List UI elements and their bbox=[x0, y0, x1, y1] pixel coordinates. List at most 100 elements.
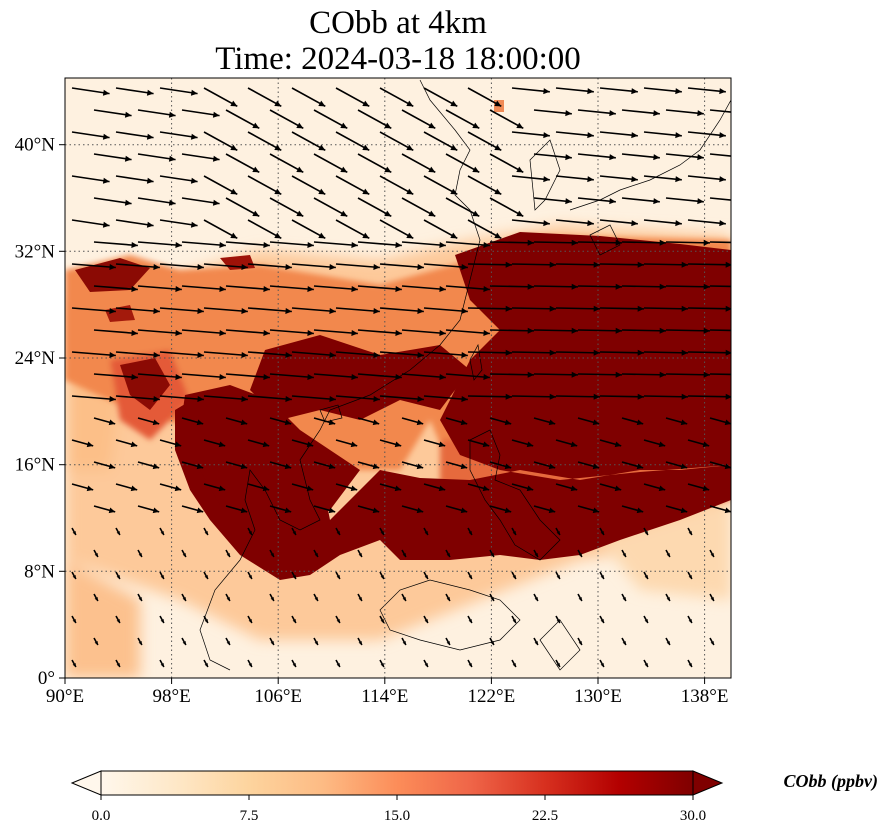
wind-arrow-head bbox=[212, 199, 220, 206]
x-tick-label: 138°E bbox=[681, 686, 729, 707]
wind-arrow-head bbox=[175, 241, 182, 249]
wind-arrow-shaft bbox=[687, 351, 731, 354]
wind-arrow-head bbox=[446, 596, 450, 601]
wind-arrow-shaft bbox=[467, 175, 502, 196]
wind-arrow-head bbox=[241, 307, 248, 315]
wind-arrow-head bbox=[600, 662, 604, 667]
wind-arrow-head bbox=[719, 132, 726, 139]
wind-arrow-shaft bbox=[357, 153, 392, 174]
wind-arrow-head bbox=[416, 463, 424, 470]
wind-arrow-shaft bbox=[687, 175, 726, 181]
wind-arrow-shaft bbox=[313, 241, 358, 247]
wind-arrow-head bbox=[438, 441, 446, 448]
wind-arrow-head bbox=[406, 144, 414, 151]
wind-arrow-shaft bbox=[71, 131, 110, 139]
wind-arrow-shaft bbox=[71, 219, 110, 227]
colorbar-gradient bbox=[100, 770, 694, 796]
wind-arrow-head bbox=[351, 285, 358, 293]
wind-arrow-shaft bbox=[181, 329, 226, 335]
wind-arrow-head bbox=[351, 329, 358, 337]
x-tick-label: 98°E bbox=[152, 686, 190, 707]
wind-arrow-shaft bbox=[291, 87, 326, 108]
wind-arrow-shaft bbox=[445, 241, 490, 247]
wind-arrow-shaft bbox=[599, 131, 638, 137]
wind-arrow-head bbox=[196, 507, 204, 514]
wind-arrow-head bbox=[504, 507, 512, 514]
wind-arrow-shaft bbox=[709, 285, 731, 288]
wind-arrow-head bbox=[516, 166, 524, 173]
wind-arrow-shaft bbox=[687, 219, 726, 225]
wind-arrow-head bbox=[450, 232, 458, 239]
wind-arrow-head bbox=[263, 241, 270, 249]
wind-arrow-head bbox=[424, 618, 428, 623]
wind-arrow-shaft bbox=[709, 241, 731, 244]
wind-arrow-shaft bbox=[467, 219, 502, 240]
wind-arrow-head bbox=[417, 307, 424, 315]
wind-arrow-shaft bbox=[247, 87, 282, 108]
wind-arrow-head bbox=[622, 640, 626, 645]
wind-arrow-head bbox=[543, 88, 550, 95]
wind-arrow-head bbox=[600, 574, 604, 579]
wind-arrow-head bbox=[571, 371, 578, 378]
wind-arrow-shaft bbox=[93, 241, 138, 247]
wind-arrow-head bbox=[270, 596, 274, 601]
wind-arrow-head bbox=[681, 261, 688, 268]
wind-arrow-head bbox=[380, 574, 384, 579]
wind-arrow-head bbox=[336, 662, 340, 667]
wind-arrow-shaft bbox=[577, 153, 616, 159]
wind-arrow-head bbox=[219, 241, 226, 249]
colorbar: 0.0 7.5 15.0 22.5 30.0 CObb (ppbv) bbox=[70, 770, 878, 824]
wind-arrow-shaft bbox=[159, 307, 204, 313]
wind-arrow-head bbox=[124, 155, 132, 162]
wind-arrow-head bbox=[703, 239, 710, 246]
wind-arrow-head bbox=[512, 618, 516, 623]
wind-arrow-shaft bbox=[533, 153, 572, 159]
wind-arrow-head bbox=[724, 463, 731, 470]
wind-arrow-shaft bbox=[511, 219, 550, 225]
wind-arrow-head bbox=[636, 419, 644, 426]
wind-arrow-shaft bbox=[313, 373, 358, 379]
wind-arrow-shaft bbox=[621, 197, 660, 203]
wind-arrow-shaft bbox=[533, 197, 572, 203]
wind-arrow-head bbox=[578, 596, 582, 601]
wind-arrow-shaft bbox=[709, 373, 731, 376]
wind-arrow-head bbox=[108, 507, 116, 514]
wind-arrow-head bbox=[336, 530, 340, 535]
wind-arrow-shaft bbox=[225, 153, 260, 174]
wind-arrow-head bbox=[262, 485, 270, 492]
wind-arrow-shaft bbox=[445, 197, 480, 218]
colorbar-tick-label: 0.0 bbox=[92, 808, 111, 824]
wind-arrow-shaft bbox=[511, 131, 550, 137]
wind-arrow-head bbox=[94, 596, 98, 601]
wind-arrow-head bbox=[395, 241, 402, 249]
wind-arrow-shaft bbox=[401, 153, 436, 174]
wind-arrow-shaft bbox=[247, 307, 292, 313]
wind-arrow-shaft bbox=[643, 131, 682, 137]
wind-arrow-shaft bbox=[313, 329, 358, 335]
wind-arrow-head bbox=[592, 507, 600, 514]
wind-arrow-head bbox=[482, 485, 490, 492]
wind-arrow-head bbox=[306, 441, 314, 448]
wind-arrow-shaft bbox=[335, 395, 380, 401]
wind-arrow-shaft bbox=[357, 109, 392, 130]
wind-arrow-shaft bbox=[291, 219, 326, 240]
wind-arrow-shaft bbox=[291, 131, 326, 152]
wind-arrow-shaft bbox=[137, 373, 182, 379]
wind-arrow-head bbox=[697, 154, 704, 161]
wind-arrow-shaft bbox=[115, 87, 154, 95]
wind-arrow-head bbox=[741, 110, 748, 116]
wind-arrow-head bbox=[351, 373, 358, 381]
wind-arrow-shaft bbox=[445, 329, 490, 335]
wind-arrow-shaft bbox=[621, 153, 660, 159]
wind-arrow-shaft bbox=[555, 175, 594, 181]
wind-arrow-head bbox=[328, 419, 336, 426]
wind-arrow-shaft bbox=[621, 373, 667, 376]
wind-arrow-shaft bbox=[269, 373, 314, 379]
wind-arrow-head bbox=[329, 307, 336, 315]
wind-arrow-head bbox=[417, 263, 424, 271]
wind-arrow-head bbox=[659, 371, 666, 378]
wind-arrow-head bbox=[438, 485, 446, 492]
wind-arrow-shaft bbox=[71, 395, 116, 401]
wind-arrow-shaft bbox=[291, 395, 336, 401]
wind-arrow-head bbox=[241, 263, 248, 271]
